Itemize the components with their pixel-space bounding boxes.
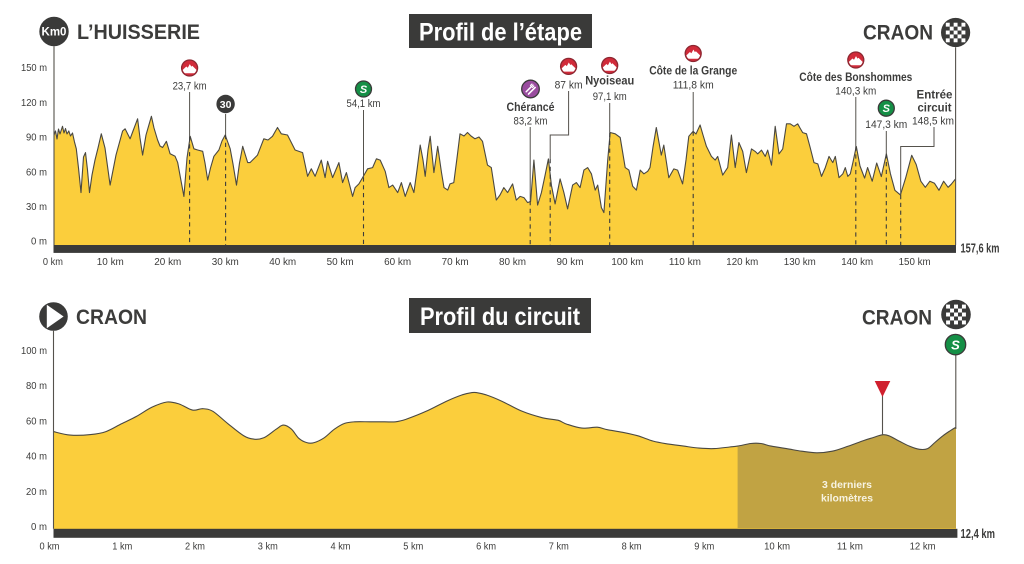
svg-text:Nyoiseau: Nyoiseau	[585, 74, 634, 88]
svg-text:S: S	[360, 84, 368, 96]
svg-text:90 m: 90 m	[26, 132, 47, 144]
svg-text:3 km: 3 km	[258, 542, 278, 553]
svg-text:140,3 km: 140,3 km	[835, 86, 876, 98]
svg-text:CRAON: CRAON	[862, 306, 932, 329]
svg-text:140 km: 140 km	[841, 257, 873, 268]
svg-text:60 m: 60 m	[26, 415, 47, 427]
svg-text:80 m: 80 m	[26, 380, 47, 392]
svg-text:10 km: 10 km	[97, 257, 124, 268]
svg-text:147,3 km: 147,3 km	[865, 119, 907, 131]
svg-text:7 km: 7 km	[549, 542, 569, 553]
svg-text:20 m: 20 m	[26, 486, 47, 498]
svg-text:CRAON: CRAON	[76, 306, 147, 329]
svg-text:1 km: 1 km	[112, 542, 132, 553]
svg-text:60 km: 60 km	[384, 257, 411, 268]
svg-text:0 m: 0 m	[31, 521, 47, 533]
svg-text:97,1 km: 97,1 km	[593, 91, 627, 103]
svg-text:Entrée: Entrée	[917, 88, 953, 102]
svg-text:S: S	[883, 103, 891, 115]
svg-text:23,7 km: 23,7 km	[173, 81, 207, 93]
svg-text:30 m: 30 m	[26, 201, 47, 213]
svg-text:Chérancé: Chérancé	[507, 100, 555, 114]
svg-text:148,5 km: 148,5 km	[912, 115, 954, 127]
svg-text:54,1 km: 54,1 km	[347, 98, 381, 110]
svg-text:5 km: 5 km	[403, 542, 423, 553]
svg-text:S: S	[951, 337, 960, 352]
svg-text:4 km: 4 km	[331, 542, 351, 553]
svg-text:0 m: 0 m	[31, 236, 47, 248]
svg-text:L’HUISSERIE: L’HUISSERIE	[77, 21, 200, 44]
svg-text:Profil du circuit: Profil du circuit	[420, 303, 581, 331]
svg-text:Profil de l’étape: Profil de l’étape	[419, 19, 582, 47]
svg-text:50 km: 50 km	[327, 257, 354, 268]
svg-text:9 km: 9 km	[694, 542, 714, 553]
svg-text:40 m: 40 m	[26, 451, 47, 463]
svg-text:10 km: 10 km	[764, 542, 790, 553]
svg-text:0 km: 0 km	[40, 542, 60, 553]
svg-text:12,4 km: 12,4 km	[961, 527, 996, 541]
svg-text:110 km: 110 km	[669, 257, 701, 268]
svg-text:40 km: 40 km	[269, 257, 296, 268]
svg-text:12 km: 12 km	[910, 542, 936, 553]
svg-text:120 m: 120 m	[21, 97, 47, 109]
svg-text:20 km: 20 km	[154, 257, 181, 268]
svg-text:Côte de la Grange: Côte de la Grange	[649, 64, 737, 78]
svg-text:11 km: 11 km	[837, 542, 863, 553]
svg-text:60 m: 60 m	[26, 166, 47, 178]
svg-text:83,2 km: 83,2 km	[514, 116, 548, 128]
svg-text:circuit: circuit	[918, 101, 952, 115]
svg-text:6 km: 6 km	[476, 542, 496, 553]
svg-text:70 km: 70 km	[442, 257, 469, 268]
svg-text:100 km: 100 km	[611, 257, 643, 268]
svg-text:111,8 km: 111,8 km	[673, 80, 714, 92]
svg-text:120 km: 120 km	[726, 257, 758, 268]
svg-text:157,6 km: 157,6 km	[961, 242, 1000, 256]
svg-text:8 km: 8 km	[622, 542, 642, 553]
svg-text:30: 30	[220, 99, 232, 111]
svg-text:CRAON: CRAON	[863, 22, 933, 45]
svg-text:30 km: 30 km	[212, 257, 239, 268]
svg-text:2 km: 2 km	[185, 542, 205, 553]
svg-text:130 km: 130 km	[784, 257, 816, 268]
svg-text:87 km: 87 km	[555, 79, 583, 91]
svg-text:80 km: 80 km	[499, 257, 526, 268]
svg-text:Côte des Bonshommes: Côte des Bonshommes	[799, 70, 912, 84]
svg-text:kilomètres: kilomètres	[821, 493, 873, 505]
svg-text:3 derniers: 3 derniers	[822, 479, 872, 491]
svg-text:Km0: Km0	[42, 27, 67, 39]
svg-text:150 km: 150 km	[899, 257, 931, 268]
svg-text:150 m: 150 m	[21, 62, 47, 74]
svg-text:100 m: 100 m	[21, 345, 47, 357]
svg-text:90 km: 90 km	[557, 257, 584, 268]
svg-text:0 km: 0 km	[43, 257, 63, 268]
